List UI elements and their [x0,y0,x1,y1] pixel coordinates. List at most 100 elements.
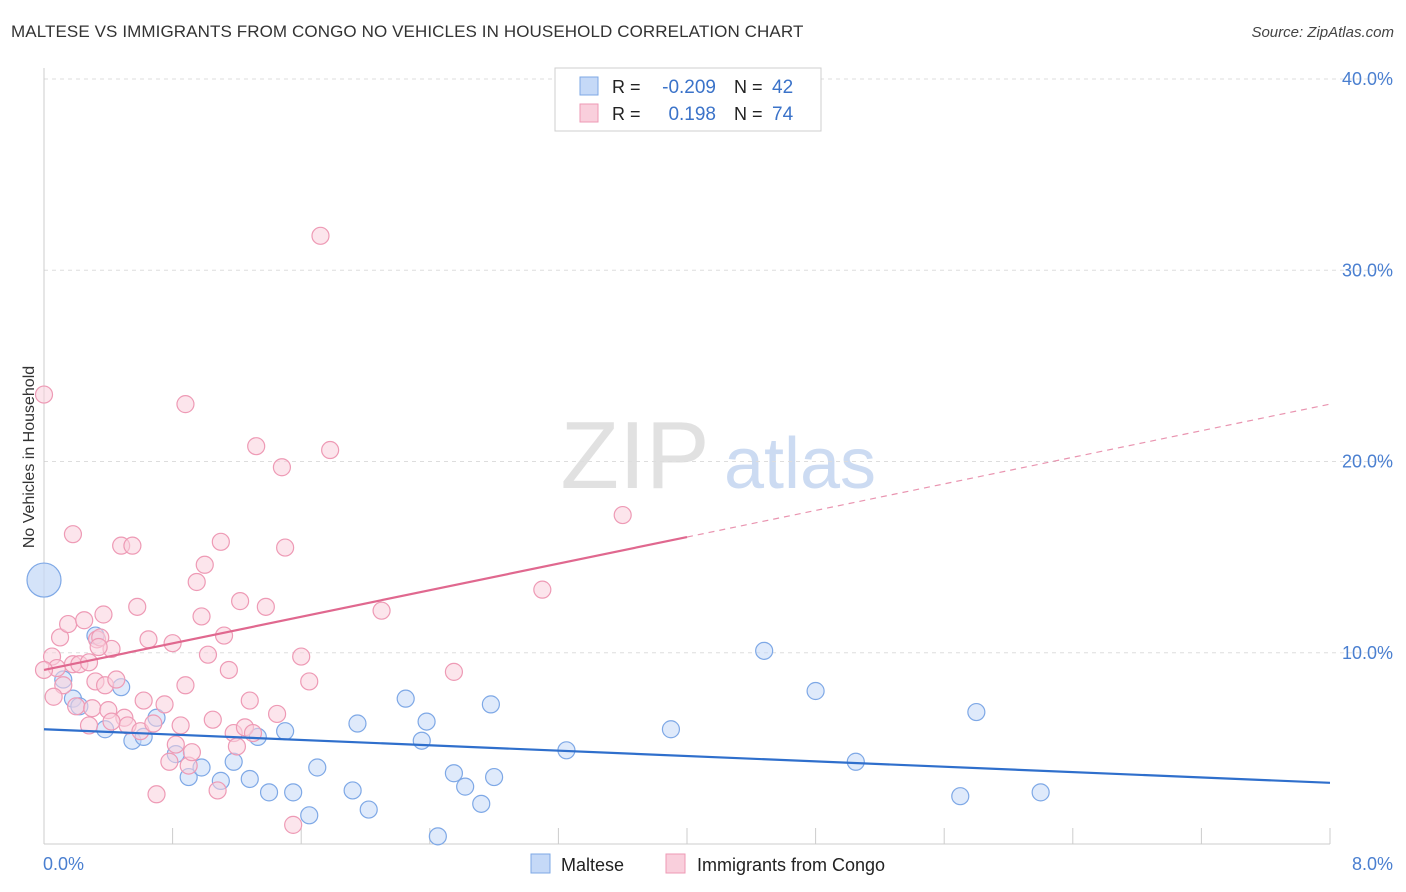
point-maltese [348,714,367,733]
point-congo [211,532,230,551]
point-congo [134,691,153,710]
stats-r-value-maltese: -0.209 [662,77,716,98]
point-maltese [806,681,825,701]
point-maltese [276,722,295,741]
watermark: ZIP atlas [560,402,876,509]
point-congo [195,555,214,574]
point-maltese [412,731,431,750]
point-congo [160,752,179,771]
point-maltese [343,781,362,800]
point-maltese [967,702,986,722]
point-maltese [428,827,447,846]
stats-swatch-maltese [579,76,599,96]
point-congo [227,737,246,756]
y-tick-label: 10.0% [1342,643,1393,663]
stats-n-value-congo: 74 [772,104,794,125]
x-tick-labels: 0.0% 8.0% [43,854,1393,874]
y-axis-label: No Vehicles in Household [21,366,38,548]
legend-label-congo: Immigrants from Congo [697,855,885,875]
point-congo [311,226,330,245]
point-maltese [259,783,279,802]
point-maltese [951,787,970,806]
watermark-zip: ZIP [560,402,709,509]
point-maltese [417,712,436,731]
point-congo [176,676,195,695]
point-congo [75,611,94,630]
point-congo [192,607,211,626]
point-congo [44,687,63,706]
chart-source: Source: ZipAtlas.com [1251,24,1394,41]
point-congo [247,437,266,456]
y-tick-labels: 10.0% 20.0% 30.0% 40.0% [1342,69,1393,663]
point-congo [613,505,632,525]
point-congo [214,626,234,645]
point-maltese [224,752,243,771]
legend-label-maltese: Maltese [561,855,624,875]
point-maltese [472,794,491,813]
stats-legend: R = -0.209 N = 42 R = 0.198 N = 74 [554,67,822,132]
point-maltese [481,695,500,714]
point-congo [533,580,552,599]
stats-r-label-maltese: R = [612,77,641,97]
chart-title: MALTESE VS IMMIGRANTS FROM CONGO NO VEHI… [11,22,804,41]
point-maltese [359,800,378,819]
gridlines [44,78,1390,654]
point-maltese [661,720,681,739]
point-maltese [26,562,62,598]
stats-swatch-congo [579,103,599,123]
stats-n-label-maltese: N = [734,77,763,97]
stats-r-label-congo: R = [612,104,641,124]
y-tick-label: 30.0% [1342,260,1393,280]
point-maltese [456,777,475,796]
point-congo [59,614,78,634]
point-congo [166,735,185,754]
series-congo [34,226,632,834]
stats-n-label-congo: N = [734,104,763,124]
legend-swatch-maltese [530,853,551,874]
trend-line-congo [43,535,688,672]
point-congo [187,572,206,592]
legend: Maltese Immigrants from Congo [530,853,885,875]
point-maltese [444,764,464,783]
trend-line-maltese [43,728,1331,784]
trend-lines [43,403,1331,784]
legend-swatch-congo [665,853,686,874]
point-congo [123,536,142,555]
y-tick-label: 20.0% [1342,452,1393,472]
series-maltese [26,562,1050,846]
y-tick-label: 40.0% [1342,69,1393,89]
point-congo [292,647,311,666]
point-congo [139,630,158,649]
x-tick-label: 0.0% [43,854,84,874]
point-maltese [240,769,259,789]
point-congo [182,743,201,762]
point-congo [63,525,83,544]
point-congo [94,605,113,624]
point-maltese [308,758,327,777]
point-congo [155,695,174,714]
point-congo [203,710,222,729]
point-maltese [755,641,774,660]
x-tick-label: 8.0% [1352,854,1393,874]
point-congo [231,592,250,611]
point-congo [219,660,238,680]
point-maltese [284,783,303,802]
stats-r-value-congo: 0.198 [668,104,716,125]
point-congo [79,716,99,735]
point-congo [176,395,195,414]
point-maltese [396,689,415,708]
point-congo [128,597,147,616]
watermark-atlas: atlas [724,424,876,504]
point-congo [50,628,70,647]
point-maltese [485,767,504,787]
point-congo [272,458,292,477]
point-congo [300,672,319,691]
point-congo [321,440,340,460]
point-congo [102,712,121,731]
point-maltese [300,806,319,825]
point-congo [240,691,259,710]
point-congo [67,697,86,716]
stats-n-value-maltese: 42 [772,77,793,98]
point-maltese [1031,783,1050,802]
